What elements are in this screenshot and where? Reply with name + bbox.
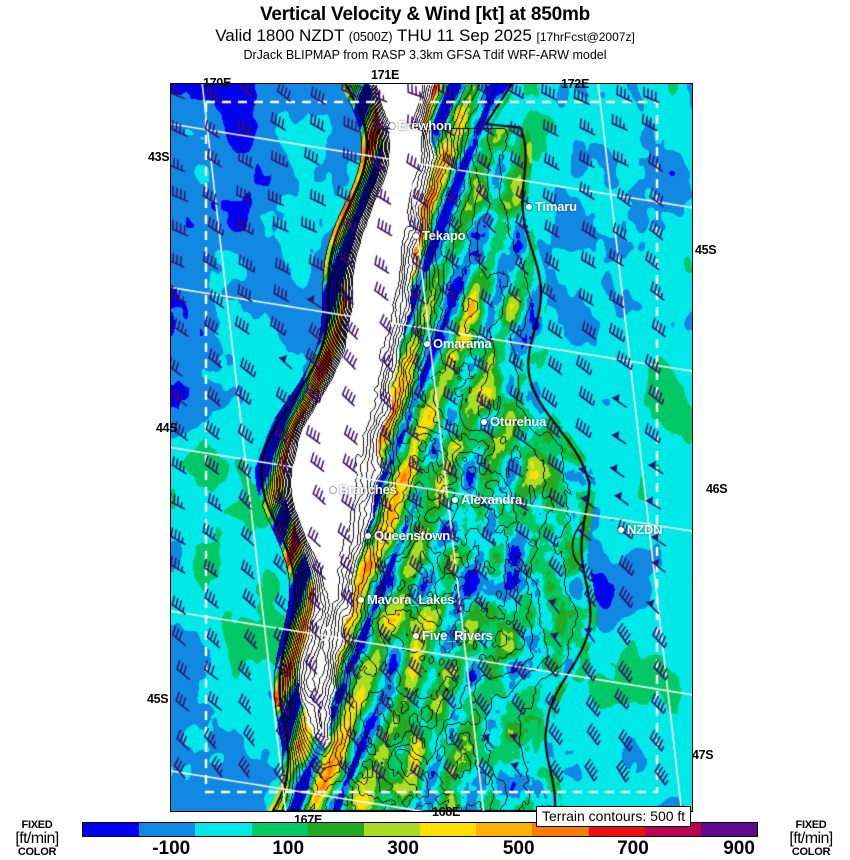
city-marker-erewhon[interactable]: Erewhon [389,117,452,135]
colorbar-segment-7 [476,823,533,836]
forecast-tag: [17hrFcst@2007z] [536,30,635,44]
city-marker-oturehua[interactable]: Oturehua [481,413,546,431]
city-label: Omarama [433,336,492,352]
city-label: Tekapo [422,228,466,244]
colorbar-tick-4: 700 [617,838,649,859]
city-dot-icon [618,526,624,533]
model-line: DrJack BLIPMAP from RASP 3.3km GFSA Tdif… [243,48,607,62]
valid-prefix: Valid 1800 NZDT [215,26,345,45]
longitude-label-0: 170E [203,76,231,90]
city-marker-omarama[interactable]: Omarama [424,335,492,353]
longitude-label-2: 172E [561,77,589,91]
city-label: Alexandra [461,492,523,508]
longitude-label-1: 168E [432,805,460,819]
city-marker-mavora_lakes[interactable]: Mavora_Lakes [358,591,454,609]
city-label: Mavora_Lakes [367,592,455,608]
city-marker-branches[interactable]: Branches [330,481,397,499]
latitude-label-1: 46S [706,482,728,496]
map-raster [171,84,692,811]
latitude-label-0: 45S [695,243,717,257]
colorbar-legend: FIXED [ft/min] COLOR -100 100 300 500 700 900… [0,818,850,860]
city-dot-icon [452,496,458,503]
city-dot-icon [424,340,430,347]
city-label: NZDN [627,522,663,538]
colorbar-segment-0 [83,823,140,836]
colorbar-segment-5 [363,823,421,836]
city-marker-nzdn[interactable]: NZDN [618,521,663,539]
city-dot-icon [526,203,532,210]
longitude-label-1: 171E [371,68,399,82]
units-label-left: [ft/min] [15,830,59,847]
city-label: Timaru [535,199,577,215]
city-dot-icon [413,232,419,239]
city-dot-icon [365,532,371,539]
colorbar-segment-11 [700,823,758,836]
city-label: Five_Rivers [422,628,493,644]
colorbar-segment-4 [307,823,364,836]
city-marker-timaru[interactable]: Timaru [526,198,577,216]
city-dot-icon [330,486,336,493]
page-title: Vertical Velocity & Wind [kt] at 850mb [259,4,591,25]
city-label: Branches [339,482,397,498]
colorbar-units-left: FIXED [ft/min] COLOR [2,820,72,858]
latitude-label-2: 47S [692,748,714,762]
colorbar-tick-labels: -100 100 300 500 700 900 [82,838,758,860]
colorbar-tick-3: 500 [502,838,535,859]
city-marker-alexandra[interactable]: Alexandra [452,491,522,509]
colorbar-segment-6 [420,823,477,836]
city-marker-queenstown[interactable]: Queenstown [365,527,450,545]
city-dot-icon [413,632,419,639]
city-label: Oturehua [490,414,547,430]
colorbar-segment-2 [195,823,252,836]
forecast-map[interactable] [170,83,693,812]
colorbar-tick-1: 100 [272,838,305,859]
city-marker-tekapo[interactable]: Tekapo [413,227,466,245]
colorbar-tick-0: -100 [152,838,191,859]
city-dot-icon [358,596,364,603]
latitude-label-2: 45S [147,692,169,706]
valid-date: THU 11 Sep 2025 [396,26,532,45]
colorbar-segment-3 [251,823,308,836]
terrain-contour-note: Terrain contours: 500 ft [536,806,692,827]
colorbar-tick-2: 300 [387,838,419,859]
valid-time-line: Valid 1800 NZDT (0500Z) THU 11 Sep 2025 … [0,26,850,47]
city-dot-icon [389,122,395,129]
latitude-label-1: 44S [156,421,178,435]
valid-utc: (0500Z) [348,30,393,44]
city-dot-icon [481,418,487,425]
fixed-label-left: FIXED [21,819,53,831]
color-label-right: COLOR [791,846,831,858]
colorbar-segment-1 [139,823,196,836]
fixed-label-right: FIXED [795,819,827,831]
color-label-left: COLOR [17,846,57,858]
colorbar-tick-5: 900 [723,838,755,859]
city-label: Erewhon [398,118,452,134]
city-marker-five_rivers[interactable]: Five_Rivers [413,627,493,645]
colorbar-units-right: FIXED [ft/min] COLOR [776,820,846,858]
latitude-label-0: 43S [148,150,170,164]
title-block: Vertical Velocity & Wind [kt] at 850mb V… [0,0,850,63]
city-label: Queenstown [374,528,451,544]
units-label-right: [ft/min] [789,830,833,847]
